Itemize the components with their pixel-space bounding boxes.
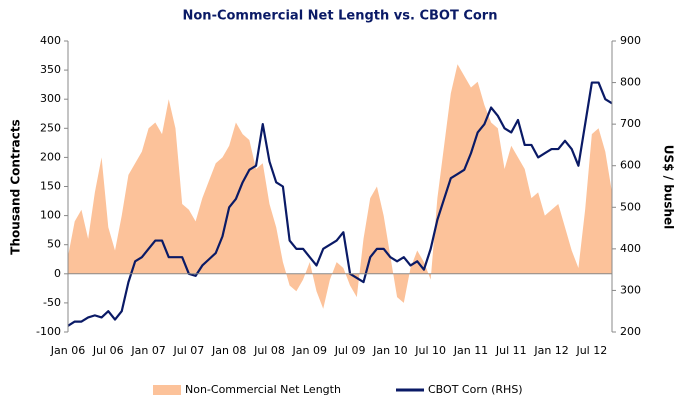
y-tick-label: 300 — [40, 92, 61, 105]
y-axis-label: Thousand Contracts — [9, 119, 23, 254]
y2-tick-label: 300 — [620, 283, 641, 296]
x-tick-label: Jul 10 — [414, 344, 446, 357]
y-tick-label: -100 — [36, 325, 61, 338]
x-tick-label: Jan 08 — [211, 344, 246, 357]
y-tick-label: 250 — [40, 121, 61, 134]
net-length-area — [68, 64, 612, 309]
x-tick-label: Jan 12 — [533, 344, 568, 357]
y2-tick-label: 700 — [620, 117, 641, 130]
y-tick-label: 200 — [40, 150, 61, 163]
y2-tick-label: 800 — [620, 76, 641, 89]
x-tick-label: Jan 06 — [50, 344, 85, 357]
y2-tick-label: 400 — [620, 242, 641, 255]
y2-tick-label: 200 — [620, 325, 641, 338]
x-tick-label: Jul 07 — [173, 344, 205, 357]
y-tick-label: -50 — [43, 296, 61, 309]
x-tick-label: Jul 06 — [92, 344, 124, 357]
y-tick-label: 0 — [54, 267, 61, 280]
y-tick-label: 100 — [40, 209, 61, 222]
x-tick-label: Jan 10 — [372, 344, 407, 357]
x-tick-label: Jan 09 — [292, 344, 327, 357]
x-tick-label: Jan 07 — [130, 344, 165, 357]
y-tick-label: 400 — [40, 34, 61, 47]
y2-tick-label: 900 — [620, 34, 641, 47]
x-tick-label: Jul 09 — [334, 344, 366, 357]
x-tick-label: Jan 11 — [453, 344, 488, 357]
y2-tick-label: 500 — [620, 200, 641, 213]
y-tick-label: 50 — [47, 238, 61, 251]
x-tick-label: Jul 11 — [495, 344, 527, 357]
y-tick-label: 350 — [40, 63, 61, 76]
legend-label: CBOT Corn (RHS) — [428, 383, 523, 396]
price-line — [67, 81, 613, 327]
x-tick-label: Jul 12 — [575, 344, 607, 357]
chart-title: Non-Commercial Net Length vs. CBOT Corn — [183, 9, 498, 24]
y2-tick-label: 600 — [620, 159, 641, 172]
y-tick-label: 150 — [40, 180, 61, 193]
x-tick-label: Jul 08 — [253, 344, 285, 357]
legend-label: Non-Commercial Net Length — [185, 383, 341, 396]
legend-swatch — [153, 385, 181, 395]
y2-axis-label: US$ / bushel — [662, 145, 676, 230]
